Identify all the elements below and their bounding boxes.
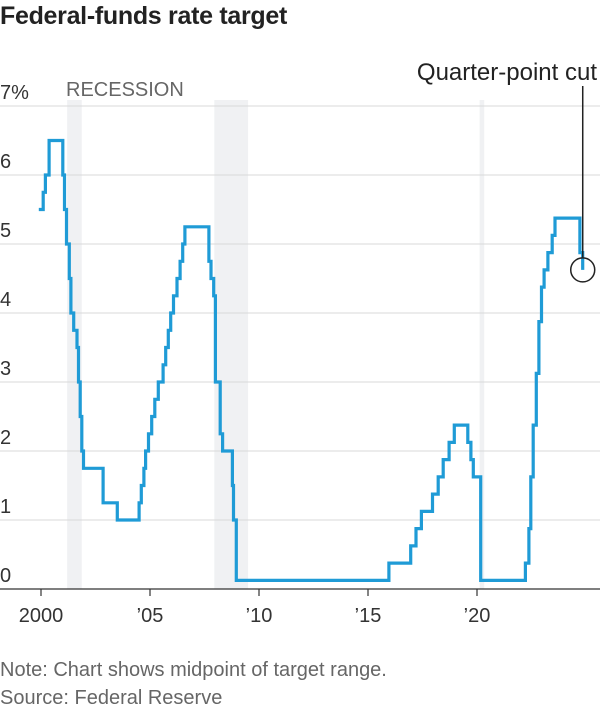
x-tick-label-2005: ’05 (137, 605, 164, 627)
rate-series-line (38, 138, 585, 582)
annotation-label: Quarter-point cut (417, 59, 597, 86)
annotation-circle-marker (569, 257, 596, 283)
y-tick-label-2: 2 (0, 427, 11, 449)
annotation: Quarter-point cut (417, 59, 597, 283)
y-tick-label-1: 1 (0, 496, 11, 518)
y-tick-label-4: 4 (0, 289, 11, 311)
chart-source: Source: Federal Reserve (0, 687, 223, 709)
x-tick-label-2010: ’10 (246, 605, 273, 627)
y-axis-ticks: 0 1 2 3 4 5 6 7% (0, 82, 29, 587)
chart-note: Note: Chart shows midpoint of target ran… (0, 659, 387, 681)
recession-label: RECESSION (66, 79, 184, 101)
chart-footnotes: Note: Chart shows midpoint of target ran… (0, 656, 387, 712)
recession-band-3 (479, 100, 485, 589)
x-tick-label-2000: 2000 (19, 605, 64, 627)
y-tick-label-7: 7% (0, 82, 29, 104)
y-tick-label-0: 0 (0, 565, 11, 587)
y-tick-label-6: 6 (0, 151, 11, 173)
y-tick-label-5: 5 (0, 220, 11, 242)
x-tick-label-2020: ’20 (464, 605, 491, 627)
recession-band-2 (214, 100, 249, 589)
chart-title: Federal-funds rate target (0, 2, 288, 30)
recession-bands (67, 100, 485, 589)
gridlines (0, 105, 600, 521)
x-axis-ticks: 2000 ’05 ’10 ’15 ’20 (19, 589, 491, 627)
y-tick-label-3: 3 (0, 358, 11, 380)
recession-band-1 (67, 100, 82, 589)
x-tick-label-2015: ’15 (355, 605, 382, 627)
